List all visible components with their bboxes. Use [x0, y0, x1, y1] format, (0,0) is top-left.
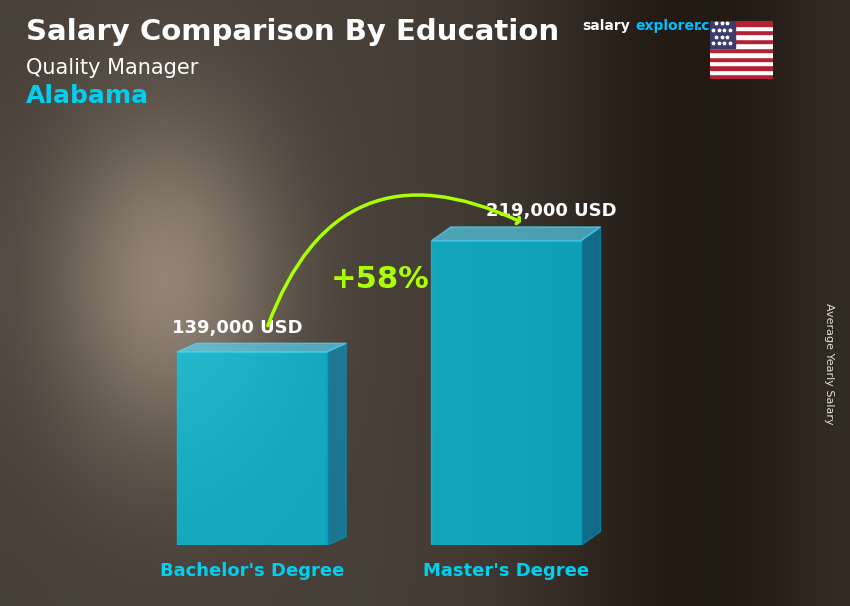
Bar	[710, 65, 774, 70]
Text: 219,000 USD: 219,000 USD	[486, 202, 616, 220]
Polygon shape	[581, 227, 600, 545]
Bar	[710, 44, 774, 48]
Bar	[710, 56, 774, 61]
Bar	[710, 30, 774, 35]
Polygon shape	[177, 352, 326, 545]
Polygon shape	[432, 227, 600, 241]
Text: Alabama: Alabama	[26, 84, 149, 108]
Bar	[710, 35, 774, 39]
Text: .com: .com	[696, 19, 734, 33]
Bar	[710, 75, 774, 79]
Text: 139,000 USD: 139,000 USD	[172, 319, 303, 336]
Text: salary: salary	[582, 19, 630, 33]
Bar	[710, 21, 774, 25]
Polygon shape	[177, 343, 346, 352]
Bar	[710, 52, 774, 56]
Bar	[710, 39, 774, 44]
Text: Average Yearly Salary: Average Yearly Salary	[824, 303, 834, 424]
Polygon shape	[326, 343, 346, 545]
Bar	[710, 48, 774, 52]
Bar	[710, 61, 774, 65]
Text: Salary Comparison By Education: Salary Comparison By Education	[26, 18, 558, 46]
Text: Quality Manager: Quality Manager	[26, 58, 198, 78]
Text: explorer: explorer	[635, 19, 700, 33]
Bar	[710, 70, 774, 75]
Polygon shape	[432, 241, 581, 545]
Text: +58%: +58%	[331, 265, 429, 294]
Bar	[710, 25, 774, 30]
Bar	[710, 21, 735, 48]
